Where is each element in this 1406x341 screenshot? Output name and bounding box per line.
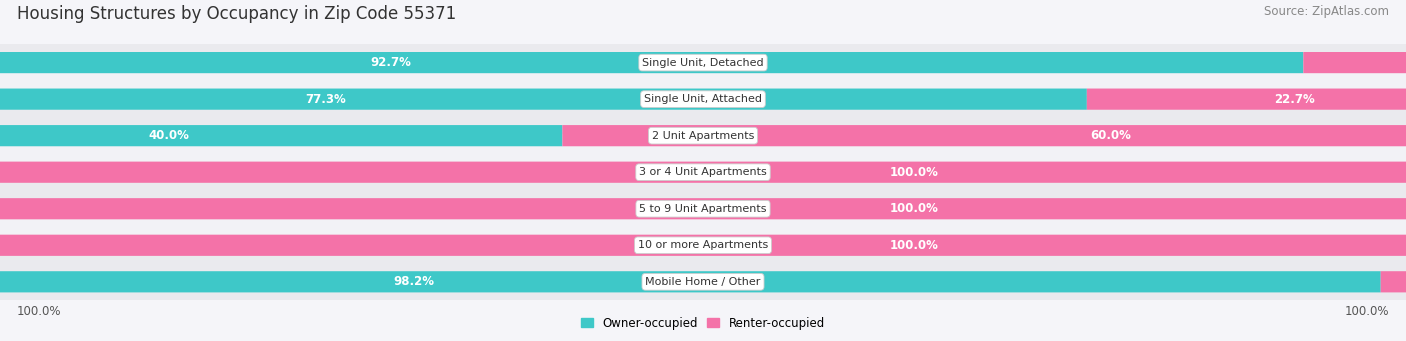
FancyBboxPatch shape <box>0 170 1406 248</box>
Text: 10 or more Apartments: 10 or more Apartments <box>638 240 768 250</box>
FancyBboxPatch shape <box>0 97 1406 175</box>
Text: 22.7%: 22.7% <box>1274 93 1315 106</box>
FancyBboxPatch shape <box>0 198 1406 219</box>
Text: 100.0%: 100.0% <box>890 202 938 215</box>
Text: 0.0%: 0.0% <box>643 202 675 215</box>
Text: Mobile Home / Other: Mobile Home / Other <box>645 277 761 287</box>
FancyBboxPatch shape <box>0 24 1406 102</box>
Text: 60.0%: 60.0% <box>1090 129 1132 142</box>
Legend: Owner-occupied, Renter-occupied: Owner-occupied, Renter-occupied <box>576 312 830 335</box>
FancyBboxPatch shape <box>0 133 1406 211</box>
Text: 77.3%: 77.3% <box>305 93 346 106</box>
Text: 98.2%: 98.2% <box>394 275 434 288</box>
FancyBboxPatch shape <box>0 162 1406 183</box>
Text: 100.0%: 100.0% <box>890 239 938 252</box>
FancyBboxPatch shape <box>562 125 1406 146</box>
Text: 100.0%: 100.0% <box>890 166 938 179</box>
Text: 100.0%: 100.0% <box>1344 305 1389 318</box>
Text: 100.0%: 100.0% <box>17 305 62 318</box>
FancyBboxPatch shape <box>0 235 1406 256</box>
FancyBboxPatch shape <box>0 271 1381 292</box>
FancyBboxPatch shape <box>1381 271 1406 292</box>
Text: 0.0%: 0.0% <box>643 239 675 252</box>
Text: 92.7%: 92.7% <box>371 56 412 69</box>
Text: 0.0%: 0.0% <box>643 166 675 179</box>
FancyBboxPatch shape <box>1087 89 1406 110</box>
FancyBboxPatch shape <box>0 243 1406 321</box>
FancyBboxPatch shape <box>1303 52 1406 73</box>
FancyBboxPatch shape <box>0 125 562 146</box>
Text: 5 to 9 Unit Apartments: 5 to 9 Unit Apartments <box>640 204 766 214</box>
Text: 3 or 4 Unit Apartments: 3 or 4 Unit Apartments <box>640 167 766 177</box>
FancyBboxPatch shape <box>0 52 1303 73</box>
Text: 2 Unit Apartments: 2 Unit Apartments <box>652 131 754 141</box>
Text: Single Unit, Detached: Single Unit, Detached <box>643 58 763 68</box>
FancyBboxPatch shape <box>0 60 1406 138</box>
Text: 40.0%: 40.0% <box>148 129 190 142</box>
FancyBboxPatch shape <box>0 206 1406 284</box>
Text: Housing Structures by Occupancy in Zip Code 55371: Housing Structures by Occupancy in Zip C… <box>17 5 456 23</box>
Text: Source: ZipAtlas.com: Source: ZipAtlas.com <box>1264 5 1389 18</box>
FancyBboxPatch shape <box>0 89 1087 110</box>
Text: Single Unit, Attached: Single Unit, Attached <box>644 94 762 104</box>
